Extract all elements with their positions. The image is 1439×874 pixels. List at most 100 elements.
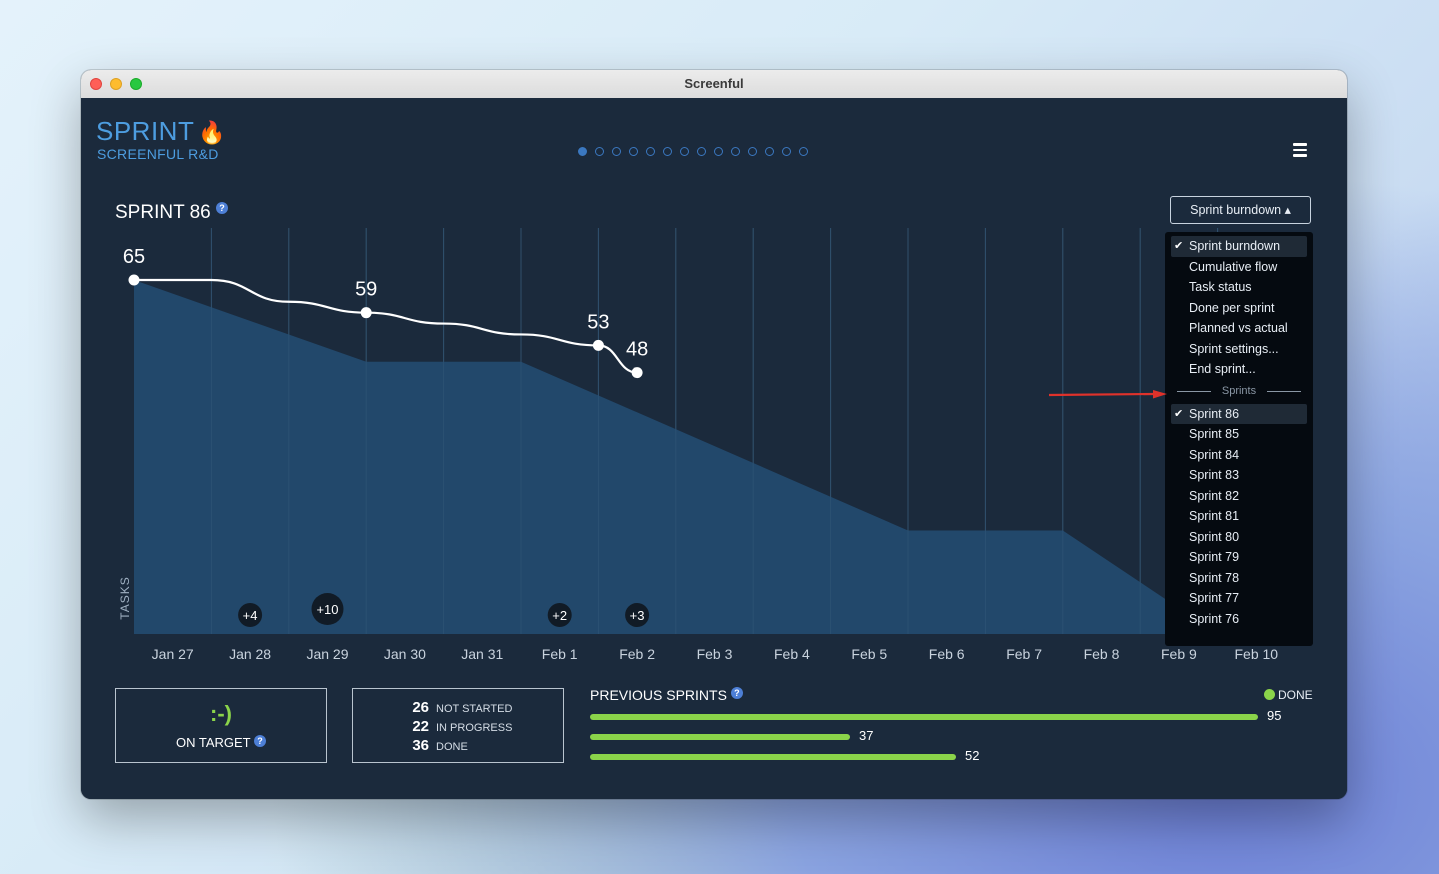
previous-sprint-value: 52 [965, 748, 980, 763]
previous-sprints-text: PREVIOUS SPRINTS [590, 687, 727, 703]
data-point [592, 339, 604, 351]
hamburger-icon[interactable] [1293, 143, 1309, 157]
previous-sprint-bar[interactable] [590, 714, 1258, 720]
previous-sprints-title: PREVIOUS SPRINTS ? [590, 687, 743, 703]
app-window: Screenful Jan 27 Jan 28 Jan 29 Jan 30 Jan 31… [81, 70, 1347, 799]
data-point [360, 307, 372, 319]
stat-done: 36 DONE [411, 737, 467, 754]
data-label: 53 [587, 311, 609, 333]
brand-title-text: SPRINT [96, 116, 195, 146]
help-icon[interactable]: ? [254, 735, 267, 747]
page-dot[interactable] [646, 147, 655, 156]
scope-change-badge [238, 603, 263, 627]
menu-sprint-item-label: Sprint 82 [1189, 488, 1240, 503]
menu-view-item[interactable]: Planned vs actual [1171, 318, 1307, 339]
previous-sprint-bar[interactable] [590, 754, 956, 760]
menu-sprint-item[interactable]: Sprint 82 [1171, 486, 1307, 507]
x-tick-label: Jan 28 [229, 646, 271, 662]
help-icon[interactable]: ? [730, 687, 743, 699]
previous-sprint-value: 37 [859, 728, 874, 743]
on-target-label: ON TARGET ? [116, 735, 326, 750]
stat-value: 22 [412, 718, 429, 735]
page-dot[interactable] [663, 147, 672, 156]
dropdown-menu: ✔ Sprint burndown Cumulative flow Task stat… [1165, 232, 1313, 646]
menu-view-item[interactable]: Sprint settings... [1171, 339, 1307, 360]
x-tick-label: Jan 31 [461, 646, 503, 662]
menu-view-item[interactable]: End sprint... [1171, 359, 1307, 380]
menu-view-item-label: Sprint burndown [1189, 239, 1281, 253]
help-icon[interactable]: ? [216, 202, 229, 214]
brand-title: SPRINT 🔥 [96, 116, 226, 147]
x-tick-label: Feb 4 [774, 646, 810, 662]
x-tick-label: Feb 6 [929, 646, 965, 662]
sprint-title-text: SPRINT 86 [115, 202, 211, 223]
previous-sprint-bar[interactable] [590, 734, 850, 740]
data-label: 65 [123, 246, 145, 268]
scope-change-badge [547, 603, 572, 627]
menu-sprint-item-label: Sprint 86 [1189, 406, 1240, 421]
target-status-card: :-) ON TARGET ? [115, 688, 327, 763]
menu-view-item-label: Planned vs actual [1189, 321, 1288, 335]
menu-sprint-item[interactable]: Sprint 84 [1171, 445, 1307, 466]
page-dot[interactable] [680, 147, 689, 156]
menu-view-item-label: Task status [1189, 280, 1252, 294]
x-tick-label: Feb 1 [542, 646, 578, 662]
page-dot[interactable] [782, 147, 791, 156]
menu-sprint-item-label: Sprint 80 [1189, 529, 1240, 544]
page-dot[interactable] [612, 147, 621, 156]
scope-change-label: +2 [552, 608, 567, 623]
legend-label: DONE [1278, 688, 1313, 702]
menu-sprint-item[interactable]: Sprint 83 [1171, 465, 1307, 486]
x-tick-label: Feb 8 [1084, 646, 1120, 662]
page-dot[interactable] [731, 147, 740, 156]
chart-type-dropdown[interactable]: Sprint burndown ▴ [1170, 196, 1311, 224]
menu-sprint-item-label: Sprint 79 [1189, 550, 1240, 564]
stat-label: NOT STARTED [436, 703, 513, 715]
menu-sprint-item[interactable]: Sprint 76 [1171, 609, 1307, 630]
stat-value: 36 [412, 737, 429, 754]
menu-sprint-item[interactable]: Sprint 80 [1171, 527, 1307, 548]
menu-sprint-item[interactable]: Sprint 77 [1171, 588, 1307, 609]
menu-sprint-item[interactable]: Sprint 81 [1171, 506, 1307, 527]
page-dot[interactable] [595, 147, 604, 156]
done-legend: DONE [1264, 688, 1313, 702]
close-window-button[interactable] [90, 78, 102, 90]
menu-view-item[interactable]: Done per sprint [1171, 298, 1307, 319]
scope-change-label: +10 [316, 602, 338, 617]
menu-view-item[interactable]: ✔ Sprint burndown [1171, 236, 1307, 257]
menu-sprint-item-label: Sprint 84 [1189, 447, 1240, 462]
page-dot[interactable] [697, 147, 706, 156]
menu-separator: Sprints [1171, 380, 1307, 400]
menu-sprint-item[interactable]: Sprint 78 [1171, 568, 1307, 589]
stat-label: IN PROGRESS [436, 722, 513, 734]
data-label: 48 [626, 339, 648, 361]
page-dot[interactable] [629, 147, 638, 156]
data-label: 59 [355, 279, 377, 301]
task-stats-card: 26 NOT STARTED 22 IN PROGRESS 36 DONE [352, 688, 564, 763]
title-bar: Screenful [81, 70, 1347, 99]
menu-sprint-item[interactable]: Sprint 79 [1171, 547, 1307, 568]
checkmark-icon: ✔ [1174, 240, 1184, 252]
page-dot[interactable] [748, 147, 757, 156]
x-tick-label: Feb 9 [1161, 646, 1197, 662]
page-dot[interactable] [799, 147, 808, 156]
page-dot[interactable] [714, 147, 723, 156]
flame-icon: 🔥 [198, 120, 227, 145]
scope-change-label: +4 [243, 608, 258, 623]
page-dot[interactable] [765, 147, 774, 156]
y-axis-label: TASKS [118, 576, 132, 619]
checkmark-icon: ✔ [1174, 407, 1184, 420]
page-dot[interactable] [578, 147, 587, 156]
menu-view-item[interactable]: Task status [1171, 277, 1307, 298]
menu-sprint-item-label: Sprint 76 [1189, 611, 1240, 626]
menu-sprint-item[interactable]: Sprint 85 [1171, 424, 1307, 445]
menu-sprint-item[interactable]: ✔ Sprint 86 [1171, 403, 1307, 424]
stat-in-progress: 22 IN PROGRESS [411, 718, 512, 735]
menu-sprint-item-label: Sprint 81 [1189, 509, 1240, 523]
x-tick-label: Feb 2 [619, 646, 655, 662]
menu-view-item[interactable]: Cumulative flow [1171, 257, 1307, 278]
minimize-window-button[interactable] [110, 78, 122, 90]
on-target-text: ON TARGET [175, 735, 251, 750]
zoom-window-button[interactable] [130, 78, 142, 90]
data-point [631, 367, 643, 379]
